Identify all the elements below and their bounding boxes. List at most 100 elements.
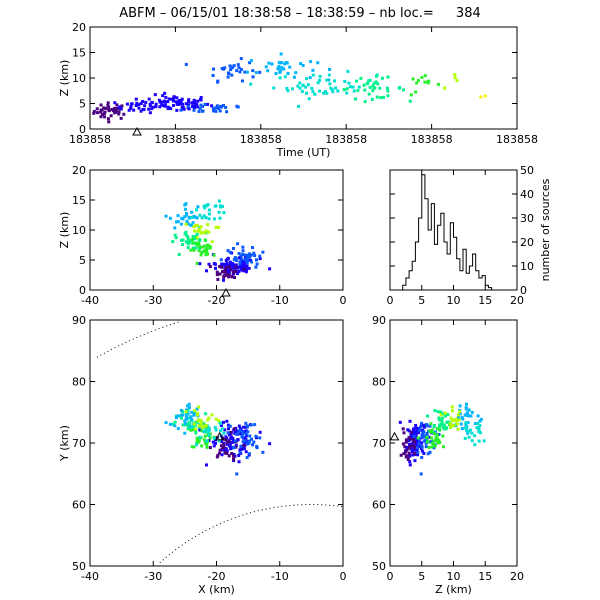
z-y-point [464, 413, 468, 417]
x-y-point [241, 435, 245, 439]
x-z-point [242, 259, 246, 263]
x-z-point [232, 276, 236, 280]
x-y-point [187, 406, 191, 410]
time-height-point [184, 102, 188, 106]
time-height-point [230, 73, 234, 77]
x-y-point [186, 425, 190, 429]
time-height-point [218, 109, 222, 113]
z-y-point [436, 441, 440, 445]
x-z-point [204, 253, 208, 257]
x-z-point [199, 231, 203, 235]
x-y-point [218, 429, 222, 433]
x-y-point [224, 449, 228, 453]
x-y-point [223, 450, 227, 454]
x-y-point [186, 423, 190, 427]
x-y-point [252, 440, 256, 444]
time-height-point [117, 112, 121, 116]
z-y-point [402, 431, 406, 435]
time-height-point [153, 93, 157, 97]
z-y-point [408, 444, 412, 448]
z-y-point [450, 405, 454, 409]
title-station: ABFM [119, 6, 156, 21]
z-y-point [478, 424, 482, 428]
x-y-point [243, 439, 247, 443]
x-z-point [193, 224, 197, 228]
time-height-point [375, 74, 379, 78]
time-height-point [120, 104, 124, 108]
x-z-point [195, 232, 199, 236]
z-y-point [403, 445, 407, 449]
x-y-point [204, 423, 208, 427]
time-height-point [483, 94, 487, 98]
x-z-station-marker [221, 287, 231, 297]
x-z-point [171, 240, 175, 244]
time-height-point [139, 101, 143, 105]
x-z-point [177, 253, 181, 257]
z-y-xtick-label: 20 [510, 570, 524, 583]
z-y-point [410, 444, 414, 448]
x-z-point [196, 241, 200, 245]
time-height-point [386, 94, 390, 98]
z-y-point [465, 428, 469, 432]
x-z-xtick-label: -10 [271, 294, 289, 307]
z-y-point [468, 428, 472, 432]
x-z-point [198, 213, 202, 217]
time-height-point [398, 85, 402, 89]
x-z-point [213, 262, 217, 266]
x-z-point [207, 262, 211, 266]
z-y-point [415, 438, 419, 442]
time-height-point [102, 112, 106, 116]
x-z-point [203, 206, 207, 210]
time-height-point [374, 80, 378, 84]
time-height-point [223, 66, 227, 70]
z-y-point [448, 422, 452, 426]
x-z-point [226, 249, 230, 253]
time-height-point [141, 99, 145, 103]
z-y-point [459, 422, 463, 426]
z-y-point [424, 423, 428, 427]
x-y-point [187, 402, 191, 406]
x-z-xtick-label: -20 [208, 294, 226, 307]
z-y-point [434, 438, 438, 442]
x-y-panel: 50 60 70 80 90 -40 -30 -20 -10 0 X (km) Y (km) [58, 314, 347, 596]
x-y-point [207, 416, 211, 420]
x-y-point [245, 442, 249, 446]
time-height-point [220, 105, 224, 109]
x-y-point [187, 416, 191, 420]
time-height-point [258, 70, 262, 74]
x-y-point [244, 421, 248, 425]
x-y-point [238, 451, 242, 455]
z-y-point [415, 440, 419, 444]
time-height-point [318, 78, 322, 82]
z-y-point [478, 419, 482, 423]
x-y-point [186, 404, 190, 408]
x-z-point [195, 261, 199, 265]
time-height-xtick-label: 183858 [411, 133, 453, 146]
z-y-point [414, 435, 418, 439]
x-z-point [208, 246, 212, 250]
z-y-point [407, 436, 411, 440]
x-z-point [190, 237, 194, 241]
time-height-point [371, 89, 375, 93]
x-z-point [230, 275, 234, 279]
z-y-point [427, 445, 431, 449]
time-height-point [411, 77, 415, 81]
z-y-point [458, 404, 462, 408]
x-y-point [199, 419, 203, 423]
x-y-point [207, 439, 211, 443]
time-height-point [167, 97, 171, 101]
z-y-point [412, 427, 416, 431]
z-y-ytick-label: 50 [372, 560, 386, 573]
x-z-ytick-label: 0 [79, 284, 86, 297]
time-height-point [282, 67, 286, 71]
time-height-ytick-label: 10 [72, 72, 86, 85]
x-z-point [184, 240, 188, 244]
x-z-xtick-label: 0 [340, 294, 347, 307]
z-y-point [420, 434, 424, 438]
x-z-point [236, 266, 240, 270]
z-y-point [426, 452, 430, 456]
x-y-xtick-label: -20 [208, 570, 226, 583]
z-y-point [463, 436, 467, 440]
x-y-point [207, 428, 211, 432]
time-height-point [453, 73, 457, 77]
